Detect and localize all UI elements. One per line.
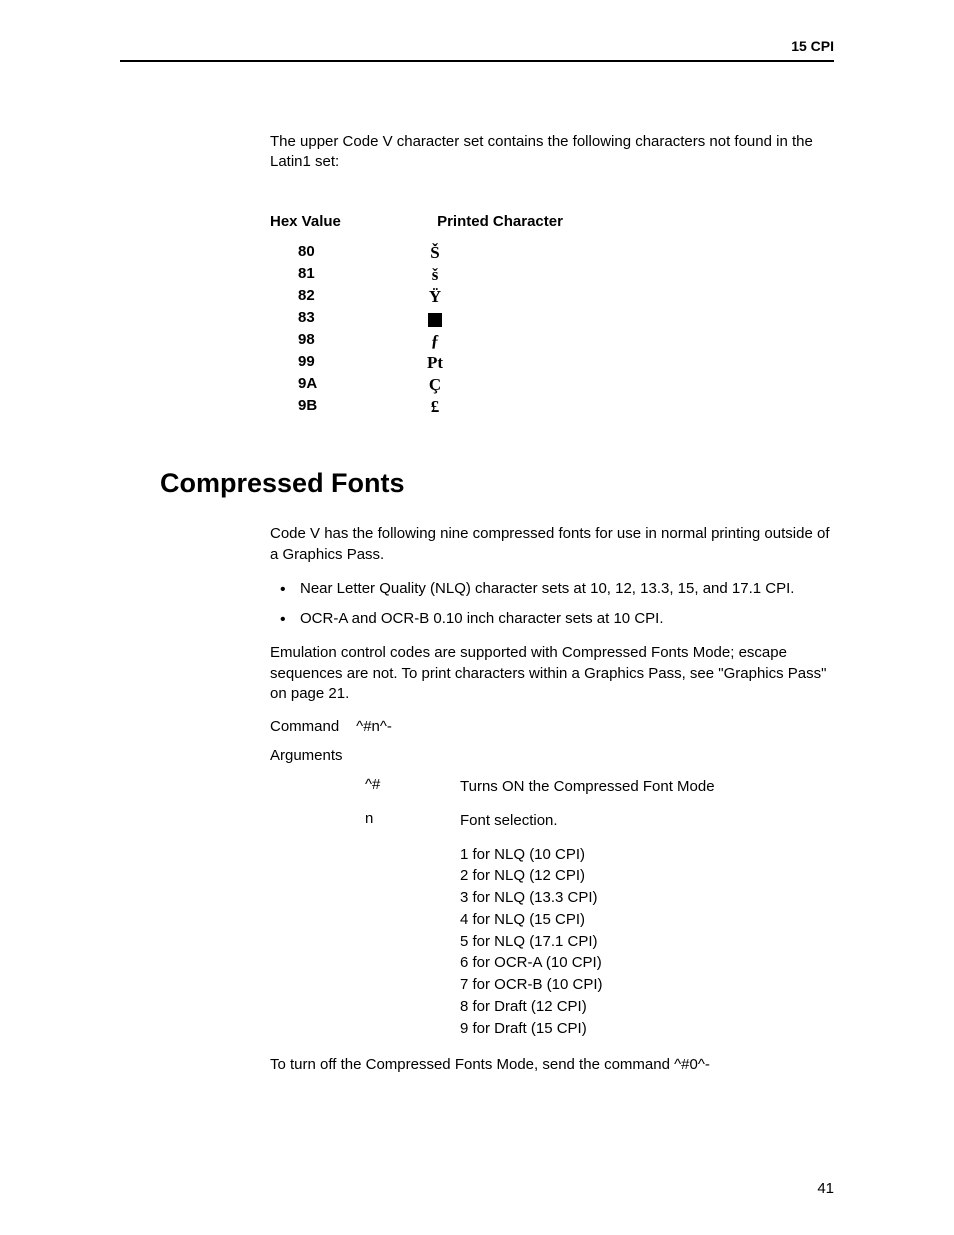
- black-square-icon: [428, 313, 442, 327]
- char-row: 81š: [270, 264, 834, 286]
- font-option: 1 for NLQ (10 CPI): [460, 844, 834, 866]
- args-desc: Font selection.: [460, 810, 834, 832]
- args-row-fontlist: 1 for NLQ (10 CPI)2 for NLQ (12 CPI)3 fo…: [365, 844, 834, 1040]
- char-row: 82Ÿ: [270, 286, 834, 308]
- args-desc: Turns ON the Compressed Font Mode: [460, 776, 834, 798]
- header-title: 15 CPI: [791, 38, 834, 54]
- args-key: ^#: [365, 776, 460, 798]
- command-line: Command ^#n^-: [270, 718, 834, 735]
- printed-char: [350, 308, 520, 330]
- hex-value: 9B: [270, 396, 350, 418]
- bullet-list: Near Letter Quality (NLQ) character sets…: [270, 579, 834, 630]
- printed-char: Ÿ: [350, 286, 520, 308]
- arguments-label: Arguments: [270, 747, 352, 764]
- bullet-item: Near Letter Quality (NLQ) character sets…: [270, 579, 834, 599]
- char-row: 9AÇ: [270, 374, 834, 396]
- hex-value: 82: [270, 286, 350, 308]
- emulation-note: Emulation control codes are supported wi…: [270, 643, 834, 704]
- printed-char: £: [350, 396, 520, 418]
- section-intro: Code V has the following nine compressed…: [270, 524, 834, 565]
- bullet-item: OCR-A and OCR-B 0.10 inch character sets…: [270, 609, 834, 629]
- args-key-empty: [365, 844, 460, 1040]
- char-table-header: Hex Value Printed Character: [270, 213, 834, 230]
- char-row: 83: [270, 308, 834, 330]
- printed-char: Pt: [350, 352, 520, 374]
- font-option: 2 for NLQ (12 CPI): [460, 865, 834, 887]
- printed-char: Š: [350, 242, 520, 264]
- page-number: 41: [817, 1180, 834, 1197]
- args-key: n: [365, 810, 460, 832]
- font-option: 8 for Draft (12 CPI): [460, 996, 834, 1018]
- font-option: 7 for OCR-B (10 CPI): [460, 974, 834, 996]
- printed-header: Printed Character: [410, 213, 590, 230]
- hex-value: 81: [270, 264, 350, 286]
- arguments-label-line: Arguments: [270, 747, 834, 764]
- section-heading: Compressed Fonts: [160, 468, 834, 499]
- page-header: 15 CPI: [120, 38, 834, 62]
- char-row: 80Š: [270, 242, 834, 264]
- font-selection-list: 1 for NLQ (10 CPI)2 for NLQ (12 CPI)3 fo…: [460, 844, 834, 1040]
- printed-char: ƒ: [350, 330, 520, 352]
- command-value: ^#n^-: [356, 718, 392, 735]
- command-label: Command: [270, 718, 352, 735]
- hex-value: 98: [270, 330, 350, 352]
- character-table: Hex Value Printed Character 80Š81š82Ÿ839…: [270, 213, 834, 419]
- char-row: 9B£: [270, 396, 834, 418]
- font-option: 6 for OCR-A (10 CPI): [460, 952, 834, 974]
- printed-char: š: [350, 264, 520, 286]
- upper-content: The upper Code V character set contains …: [270, 132, 834, 418]
- char-table-body: 80Š81š82Ÿ8398ƒ99Pt9AÇ9B£: [270, 242, 834, 419]
- char-row: 99Pt: [270, 352, 834, 374]
- args-row: ^# Turns ON the Compressed Font Mode: [365, 776, 834, 798]
- font-option: 3 for NLQ (13.3 CPI): [460, 887, 834, 909]
- font-option: 4 for NLQ (15 CPI): [460, 909, 834, 931]
- section-body: Code V has the following nine compressed…: [270, 524, 834, 1075]
- hex-value: 80: [270, 242, 350, 264]
- arguments-table: ^# Turns ON the Compressed Font Mode n F…: [365, 776, 834, 1039]
- printed-char: Ç: [350, 374, 520, 396]
- hex-value: 99: [270, 352, 350, 374]
- hex-value: 83: [270, 308, 350, 330]
- hex-header: Hex Value: [270, 213, 410, 230]
- intro-paragraph: The upper Code V character set contains …: [270, 132, 834, 173]
- font-option: 5 for NLQ (17.1 CPI): [460, 931, 834, 953]
- args-row: n Font selection.: [365, 810, 834, 832]
- char-row: 98ƒ: [270, 330, 834, 352]
- turn-off-note: To turn off the Compressed Fonts Mode, s…: [270, 1055, 834, 1075]
- font-option: 9 for Draft (15 CPI): [460, 1018, 834, 1040]
- hex-value: 9A: [270, 374, 350, 396]
